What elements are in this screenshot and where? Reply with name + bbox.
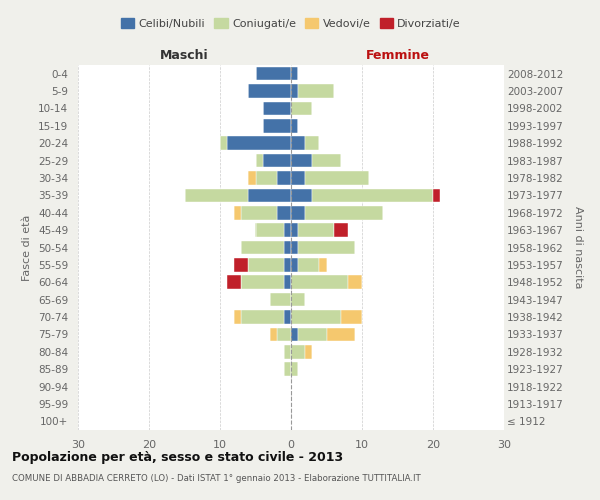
Bar: [234, 310, 241, 324]
Bar: [284, 276, 291, 289]
Bar: [305, 171, 369, 185]
Text: Maschi: Maschi: [160, 48, 209, 62]
Bar: [277, 328, 291, 341]
Bar: [248, 171, 256, 185]
Bar: [291, 102, 313, 115]
Bar: [326, 328, 355, 341]
Text: Femmine: Femmine: [365, 48, 430, 62]
Bar: [319, 258, 326, 272]
Bar: [284, 258, 291, 272]
Bar: [291, 119, 298, 132]
Bar: [291, 154, 313, 168]
Bar: [291, 171, 305, 185]
Legend: Celibi/Nubili, Coniugati/e, Vedovi/e, Divorziati/e: Celibi/Nubili, Coniugati/e, Vedovi/e, Di…: [116, 14, 466, 34]
Bar: [284, 362, 291, 376]
Bar: [248, 84, 291, 98]
Bar: [284, 240, 291, 254]
Bar: [348, 276, 362, 289]
Bar: [241, 310, 284, 324]
Bar: [277, 206, 291, 220]
Bar: [291, 276, 348, 289]
Bar: [284, 310, 291, 324]
Bar: [305, 136, 319, 150]
Bar: [227, 276, 241, 289]
Bar: [334, 224, 348, 237]
Bar: [298, 328, 326, 341]
Bar: [270, 293, 291, 306]
Bar: [227, 136, 291, 150]
Bar: [313, 188, 433, 202]
Bar: [241, 276, 284, 289]
Bar: [256, 154, 263, 168]
Bar: [291, 258, 298, 272]
Bar: [270, 328, 277, 341]
Bar: [291, 206, 305, 220]
Bar: [291, 136, 305, 150]
Bar: [298, 258, 319, 272]
Bar: [185, 188, 248, 202]
Bar: [234, 258, 248, 272]
Bar: [291, 240, 298, 254]
Bar: [291, 328, 298, 341]
Bar: [291, 293, 305, 306]
Bar: [291, 67, 298, 80]
Bar: [263, 119, 291, 132]
Bar: [298, 224, 334, 237]
Bar: [305, 345, 313, 358]
Bar: [291, 224, 298, 237]
Y-axis label: Anni di nascita: Anni di nascita: [573, 206, 583, 289]
Bar: [256, 171, 277, 185]
Bar: [234, 206, 241, 220]
Bar: [305, 206, 383, 220]
Bar: [313, 154, 341, 168]
Text: Popolazione per età, sesso e stato civile - 2013: Popolazione per età, sesso e stato civil…: [12, 451, 343, 464]
Bar: [263, 154, 291, 168]
Text: COMUNE DI ABBADIA CERRETO (LO) - Dati ISTAT 1° gennaio 2013 - Elaborazione TUTTI: COMUNE DI ABBADIA CERRETO (LO) - Dati IS…: [12, 474, 421, 483]
Bar: [298, 84, 334, 98]
Bar: [291, 84, 298, 98]
Bar: [284, 345, 291, 358]
Bar: [241, 240, 284, 254]
Bar: [291, 188, 313, 202]
Bar: [298, 240, 355, 254]
Y-axis label: Fasce di età: Fasce di età: [22, 214, 32, 280]
Bar: [256, 67, 291, 80]
Bar: [220, 136, 227, 150]
Bar: [277, 171, 291, 185]
Bar: [433, 188, 440, 202]
Bar: [291, 310, 341, 324]
Bar: [284, 224, 291, 237]
Bar: [241, 206, 277, 220]
Bar: [248, 188, 291, 202]
Bar: [256, 224, 284, 237]
Bar: [291, 345, 305, 358]
Bar: [291, 362, 298, 376]
Bar: [248, 258, 284, 272]
Bar: [341, 310, 362, 324]
Bar: [263, 102, 291, 115]
